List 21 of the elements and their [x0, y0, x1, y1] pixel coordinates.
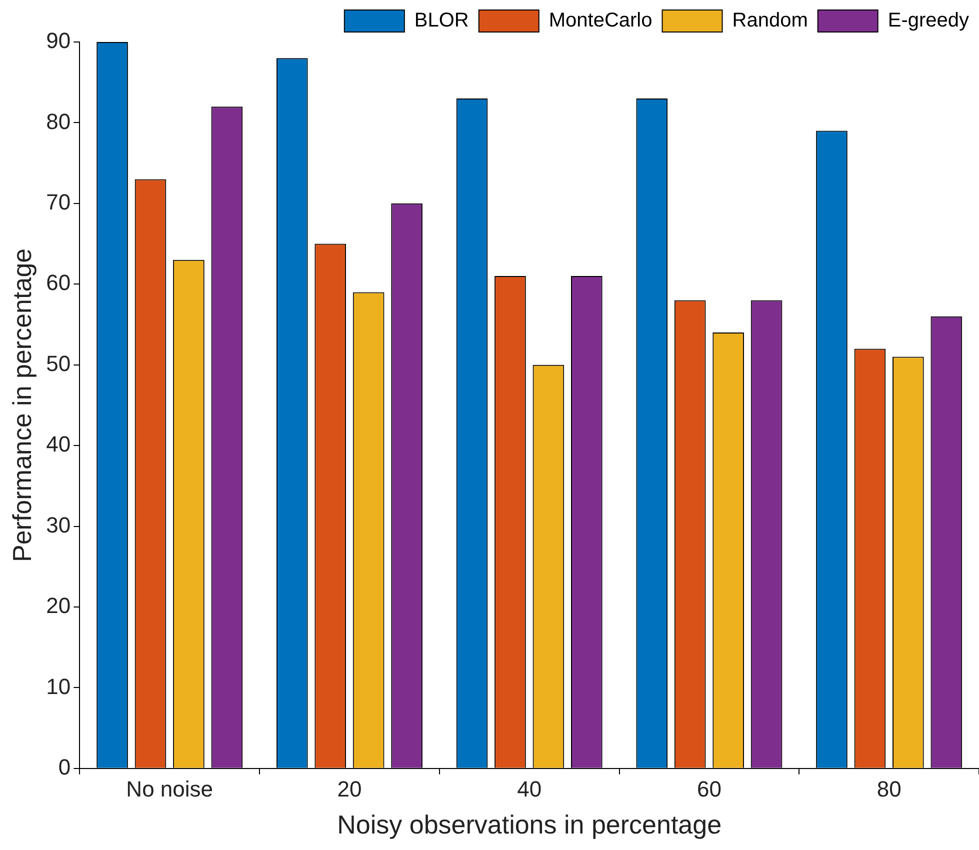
legend-label: BLOR	[414, 10, 469, 32]
y-tick-label: 10	[46, 674, 71, 699]
x-tick-label: 80	[876, 776, 902, 802]
legend-label: MonteCarlo	[548, 10, 652, 32]
x-tick-label: 60	[696, 776, 722, 802]
y-axis-title: Performance in percentage	[6, 248, 37, 562]
y-tick-label: 20	[46, 593, 71, 618]
x-tick-label: No noise	[126, 776, 214, 802]
y-tick-label: 50	[46, 350, 71, 376]
legend-label: E-greedy	[888, 10, 970, 32]
y-tick-label: 40	[46, 432, 71, 457]
x-tick-label: 40	[517, 776, 542, 802]
y-tick-label: 0	[58, 754, 71, 780]
x-tick-label: 20	[337, 776, 362, 802]
y-tick-label: 70	[46, 189, 71, 214]
y-tick-label: 90	[46, 28, 71, 54]
y-tick-label: 80	[46, 108, 71, 134]
y-tick-label: 30	[46, 512, 71, 538]
y-tick-label: 60	[46, 270, 71, 296]
x-axis-title: Noisy observations in percentage	[337, 810, 722, 840]
legend-label: Random	[732, 10, 808, 32]
